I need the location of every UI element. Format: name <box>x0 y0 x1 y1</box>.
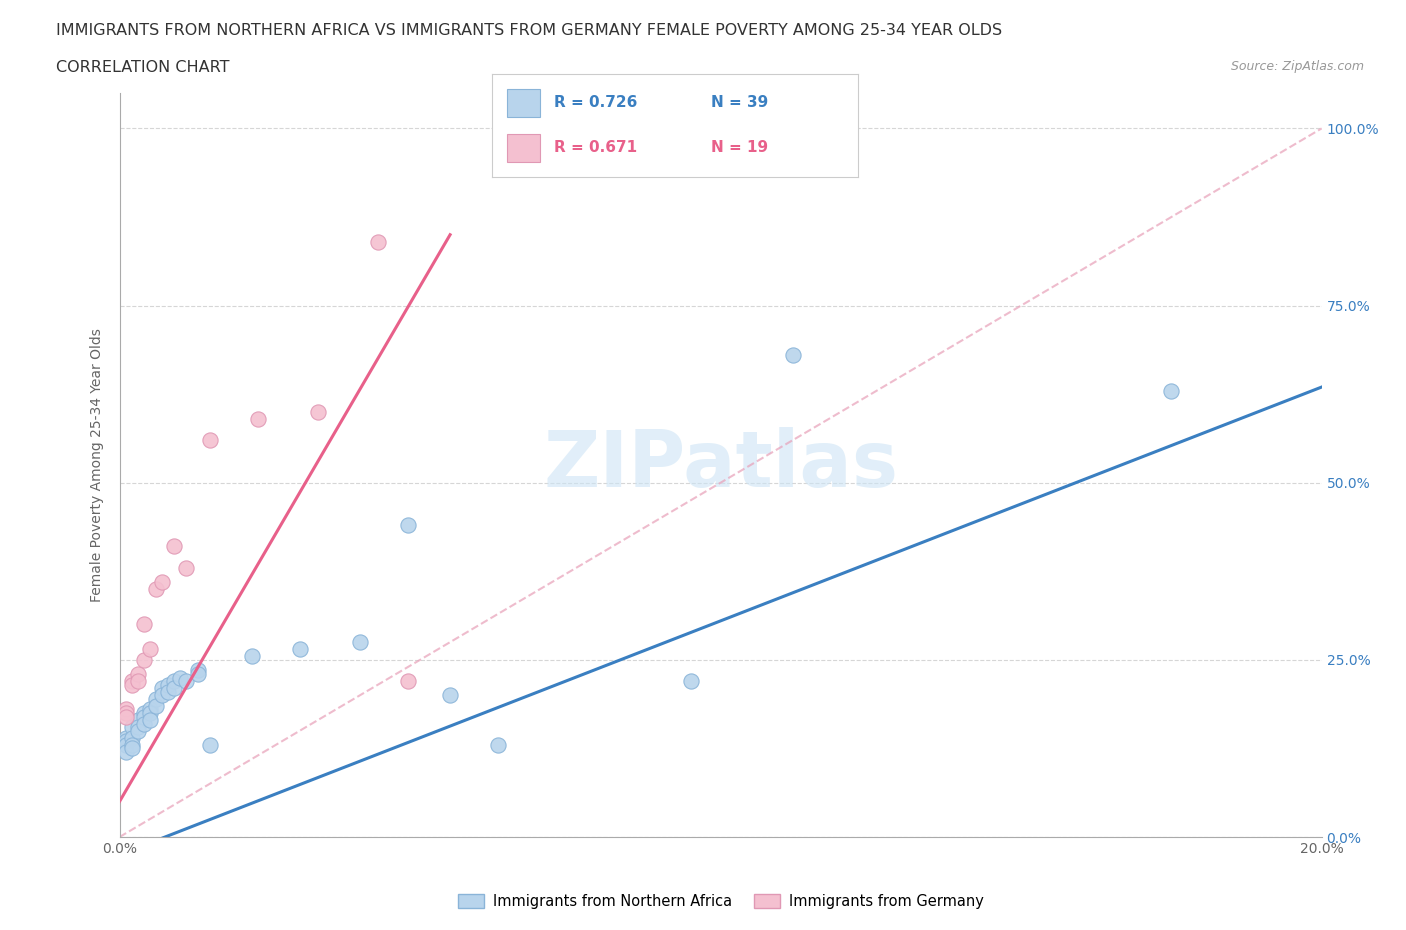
Point <box>198 432 221 447</box>
Point <box>138 706 160 721</box>
Point <box>127 720 149 735</box>
Text: R = 0.726: R = 0.726 <box>554 95 637 110</box>
Point <box>114 745 136 760</box>
Point <box>114 734 136 749</box>
Point <box>439 688 461 703</box>
Point <box>187 667 209 682</box>
Point <box>162 539 184 554</box>
Text: ZIPatlas: ZIPatlas <box>543 427 898 503</box>
Point <box>396 673 419 688</box>
Bar <box>506 134 540 163</box>
Point <box>486 737 509 752</box>
Point <box>246 411 269 426</box>
Point <box>679 673 702 688</box>
Point <box>396 518 419 533</box>
Point <box>121 737 143 752</box>
Point <box>156 684 179 699</box>
Point <box>127 724 149 738</box>
Point <box>127 673 149 688</box>
Point <box>127 712 149 727</box>
Point <box>114 730 136 745</box>
Point <box>121 741 143 756</box>
Point <box>127 667 149 682</box>
Text: N = 19: N = 19 <box>711 140 769 155</box>
Point <box>132 617 155 631</box>
Point <box>162 681 184 696</box>
Point <box>240 649 263 664</box>
Point <box>138 702 160 717</box>
Point <box>132 706 155 721</box>
Point <box>145 698 167 713</box>
Point <box>121 677 143 692</box>
Point <box>132 709 155 724</box>
Point <box>145 581 167 596</box>
Point <box>114 737 136 752</box>
Point <box>187 663 209 678</box>
Point <box>114 706 136 721</box>
Point <box>150 688 173 703</box>
Point <box>114 702 136 717</box>
Point <box>198 737 221 752</box>
Point <box>132 716 155 731</box>
Y-axis label: Female Poverty Among 25-34 Year Olds: Female Poverty Among 25-34 Year Olds <box>90 328 104 602</box>
Text: N = 39: N = 39 <box>711 95 769 110</box>
Point <box>169 671 191 685</box>
Point <box>1160 383 1182 398</box>
Point <box>288 642 311 657</box>
Point <box>782 348 804 363</box>
Point <box>349 634 371 649</box>
Text: CORRELATION CHART: CORRELATION CHART <box>56 60 229 75</box>
Point <box>367 234 389 249</box>
Point <box>156 677 179 692</box>
Point <box>138 712 160 727</box>
Point <box>121 673 143 688</box>
Point <box>150 575 173 590</box>
Text: Source: ZipAtlas.com: Source: ZipAtlas.com <box>1230 60 1364 73</box>
Point <box>174 673 197 688</box>
Point <box>121 720 143 735</box>
Point <box>145 691 167 706</box>
Legend: Immigrants from Northern Africa, Immigrants from Germany: Immigrants from Northern Africa, Immigra… <box>451 888 990 915</box>
Point <box>307 405 329 419</box>
Point <box>114 709 136 724</box>
Point <box>150 681 173 696</box>
Text: R = 0.671: R = 0.671 <box>554 140 637 155</box>
Point <box>174 560 197 575</box>
Point <box>121 730 143 745</box>
Text: IMMIGRANTS FROM NORTHERN AFRICA VS IMMIGRANTS FROM GERMANY FEMALE POVERTY AMONG : IMMIGRANTS FROM NORTHERN AFRICA VS IMMIG… <box>56 23 1002 38</box>
Point <box>132 653 155 668</box>
Point <box>162 673 184 688</box>
Point <box>138 642 160 657</box>
Bar <box>506 88 540 117</box>
